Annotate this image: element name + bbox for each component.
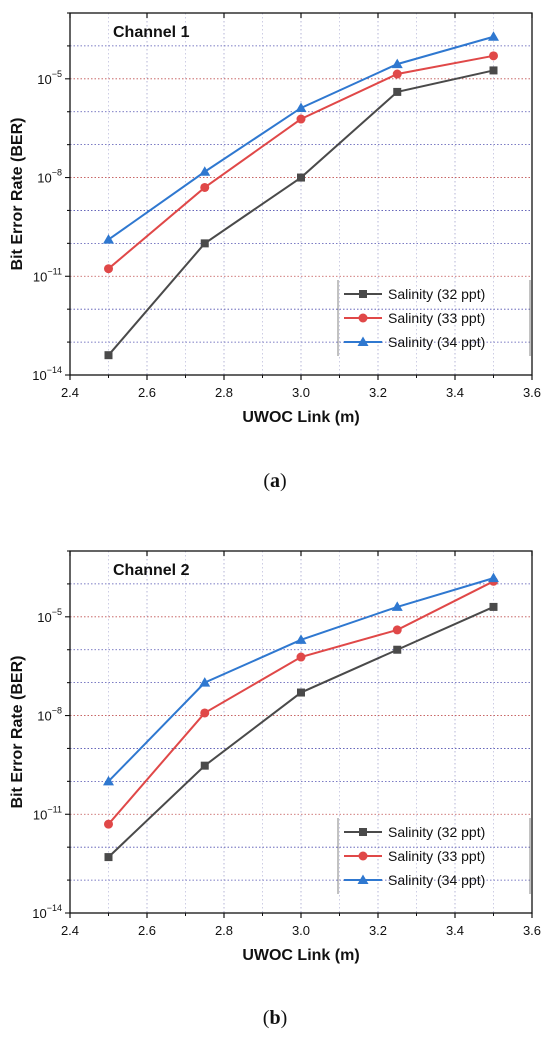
y-axis-label: Bit Error Rate (BER): [9, 118, 26, 271]
data-point: [104, 819, 113, 829]
data-point: [296, 114, 306, 124]
grid-vertical: [108, 551, 494, 913]
legend-label: Salinity (33 ppt): [388, 848, 485, 864]
series-2: [104, 576, 498, 829]
data-point: [104, 351, 113, 360]
caption-b: (b): [262, 1007, 288, 1029]
x-tick-label: 2.6: [138, 385, 156, 400]
data-point: [295, 634, 307, 644]
legend-label: Salinity (33 ppt): [388, 310, 485, 326]
chart-panel-b: 2.4 2.6 2.8 3.0 3.2 3.4 3.6 10−14 10−11 10−8 10−5 U…: [9, 550, 541, 964]
legend-marker: [359, 828, 367, 836]
x-tick-label: 2.4: [61, 923, 79, 938]
data-point: [489, 51, 498, 61]
chart-title: Channel 1: [113, 24, 190, 41]
data-point: [297, 688, 305, 697]
data-point: [391, 58, 403, 69]
data-point: [393, 645, 402, 654]
data-point: [199, 677, 211, 687]
legend-marker: [359, 290, 367, 298]
x-tick-label: 3.0: [292, 385, 310, 400]
y-tick-label: 10−11: [33, 266, 62, 284]
series-3: [103, 31, 499, 244]
x-axis-label: UWOC Link (m): [242, 947, 359, 964]
grid-horizontal: [70, 583, 532, 881]
data-point: [391, 601, 403, 611]
x-tick-label: 3.4: [446, 385, 464, 400]
data-point: [297, 173, 305, 182]
x-tick-label: 3.6: [523, 385, 541, 400]
y-tick-label: 10−8: [37, 168, 62, 186]
chart-panel-a: 2.4 2.6 2.8 3.0 3.2 3.4 3.6 10−14 10−11 10−8 10−5 U…: [9, 12, 541, 426]
x-tick-label: 3.6: [523, 923, 541, 938]
x-tick-label: 3.2: [369, 385, 387, 400]
legend-label: Salinity (32 ppt): [388, 824, 485, 840]
data-point: [489, 66, 498, 75]
data-point: [392, 625, 402, 635]
data-point: [488, 572, 499, 583]
data-point: [103, 234, 114, 244]
data-point: [488, 31, 499, 41]
y-tick-label: 10−5: [37, 69, 62, 87]
data-point: [392, 69, 402, 79]
y-axis-ticks: 10−14 10−11 10−8 10−5: [32, 550, 70, 921]
legend-label: Salinity (34 ppt): [388, 872, 485, 888]
data-point: [103, 775, 114, 786]
x-axis-ticks: 2.4 2.6 2.8 3.0 3.2 3.4 3.6: [61, 13, 541, 400]
y-tick-label: 10−14: [32, 903, 62, 921]
chart-title: Channel 2: [113, 562, 190, 579]
data-point: [489, 602, 498, 611]
x-tick-label: 2.8: [215, 923, 233, 938]
data-point: [104, 853, 113, 862]
data-point: [200, 239, 209, 248]
data-point: [295, 102, 307, 112]
x-axis-label: UWOC Link (m): [242, 409, 359, 426]
y-tick-label: 10−8: [37, 706, 62, 724]
series-1: [104, 602, 498, 862]
legend-label: Salinity (34 ppt): [388, 334, 485, 350]
x-tick-label: 3.4: [446, 923, 464, 938]
data-point: [296, 652, 306, 662]
y-tick-label: 10−14: [32, 365, 62, 383]
legend: Salinity (32 ppt) Salinity (33 ppt) Salini…: [337, 280, 531, 356]
data-point: [200, 708, 210, 718]
legend-marker: [358, 313, 368, 323]
x-tick-label: 2.6: [138, 923, 156, 938]
x-tick-label: 2.4: [61, 385, 79, 400]
legend-marker: [358, 851, 368, 861]
legend: Salinity (32 ppt) Salinity (33 ppt) Salini…: [337, 818, 531, 894]
grid-vertical: [108, 13, 494, 375]
x-tick-label: 3.0: [292, 923, 310, 938]
x-tick-label: 3.2: [369, 923, 387, 938]
legend-marker: [357, 874, 369, 884]
legend-marker: [357, 336, 369, 346]
y-axis-label: Bit Error Rate (BER): [9, 656, 26, 809]
series-1: [104, 66, 498, 360]
data-point: [200, 761, 209, 770]
y-tick-label: 10−11: [33, 804, 62, 822]
data-point: [200, 182, 210, 192]
y-axis-ticks: 10−14 10−11 10−8 10−5: [32, 12, 70, 383]
series-2: [104, 51, 498, 274]
data-point: [199, 166, 211, 176]
series-3: [103, 572, 499, 786]
data-point: [104, 264, 113, 274]
legend-label: Salinity (32 ppt): [388, 286, 485, 302]
y-tick-label: 10−5: [37, 607, 62, 625]
x-axis-ticks: 2.4 2.6 2.8 3.0 3.2 3.4 3.6: [61, 551, 541, 938]
x-tick-label: 2.8: [215, 385, 233, 400]
data-point: [393, 87, 402, 96]
caption-a: (a): [263, 470, 287, 492]
